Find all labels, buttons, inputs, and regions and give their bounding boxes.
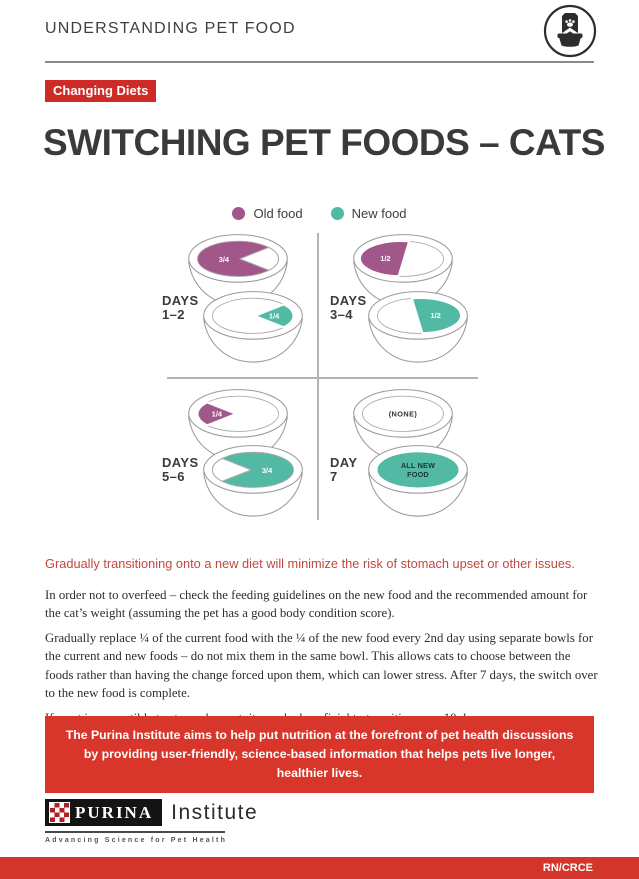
- day-label-days-1-2: DAYS 1–2: [162, 294, 199, 322]
- day-label-range: 3–4: [330, 307, 353, 322]
- svg-text:3/4: 3/4: [219, 255, 230, 264]
- legend: Old food New food: [0, 206, 639, 221]
- day-label-range: 1–2: [162, 307, 185, 322]
- body-copy: In order not to overfeed – check the fee…: [45, 586, 601, 734]
- day-label-range: 7: [330, 469, 338, 484]
- logo-tagline: Advancing Science for Pet Health: [45, 837, 228, 844]
- bowl-days-3-4-new-food: 1/2: [365, 289, 471, 370]
- svg-text:FOOD: FOOD: [407, 470, 429, 479]
- day-label-word: DAYS: [162, 455, 199, 470]
- purina-wordmark: PURINA: [75, 802, 154, 822]
- purina-logo-box: PURINA: [45, 799, 163, 826]
- svg-text:1/2: 1/2: [430, 311, 440, 320]
- svg-text:1/4: 1/4: [269, 311, 280, 320]
- institute-wordmark: Institute: [171, 800, 259, 824]
- legend-old-label: Old food: [253, 206, 303, 221]
- diagram-horizontal-divider: [167, 377, 478, 379]
- purina-institute-logo: PURINA Institute Advancing Science for P…: [45, 799, 258, 844]
- new-food-dot-icon: [330, 207, 344, 220]
- day-label-days-3-4: DAYS 3–4: [330, 294, 367, 322]
- legend-item-old-food: Old food: [232, 206, 303, 221]
- day-label-days-5-6: DAYS 5–6: [162, 456, 199, 484]
- bowl-days-1-2-new-food: 1/4: [200, 289, 306, 370]
- bowl-days-5-6-old-food: 1/4: [185, 387, 291, 468]
- day-label-day-7: DAY 7: [330, 456, 357, 484]
- page-title: SWITCHING PET FOODS – CATS: [43, 122, 605, 163]
- page-header-title: UNDERSTANDING PET FOOD: [45, 20, 296, 37]
- day-label-word: DAY: [330, 455, 358, 470]
- svg-text:1/4: 1/4: [212, 409, 223, 418]
- paragraph-replace-quarter: Gradually replace ¼ of the current food …: [45, 631, 598, 700]
- purina-institute-banner: The Purina Institute aims to help put nu…: [45, 716, 594, 794]
- lead-sentence: Gradually transitioning onto a new diet …: [45, 556, 575, 571]
- svg-text:(NONE): (NONE): [389, 409, 418, 418]
- day-label-word: DAYS: [330, 293, 367, 308]
- svg-text:1/2: 1/2: [380, 254, 390, 263]
- footer-bar: RN/CRCE: [0, 857, 639, 879]
- day-label-range: 5–6: [162, 469, 185, 484]
- legend-new-label: New food: [351, 206, 407, 221]
- bowl-days-5-6-new-food: 3/4: [200, 443, 306, 524]
- transition-diagram: DAYS 1–2 3/4 1/4 DAYS 3–4 1/2 1/2 DAYS 5…: [0, 228, 639, 528]
- category-badge: Changing Diets: [45, 80, 157, 102]
- legend-item-new-food: New food: [330, 206, 407, 221]
- pet-food-bag-bowl-icon: [542, 3, 598, 59]
- paragraph-overfeed: In order not to overfeed – check the fee…: [45, 588, 588, 621]
- header-divider: [45, 61, 594, 63]
- diagram-vertical-divider: [317, 233, 319, 520]
- svg-text:3/4: 3/4: [262, 466, 273, 475]
- purina-checkerboard-icon: [49, 802, 70, 823]
- bowl-day-7-new-food: ALL NEW FOOD: [365, 443, 471, 524]
- footer-code: RN/CRCE: [542, 862, 593, 874]
- svg-text:ALL NEW: ALL NEW: [401, 461, 435, 470]
- logo-divider: [45, 831, 225, 833]
- old-food-dot-icon: [232, 207, 246, 220]
- day-label-word: DAYS: [162, 293, 199, 308]
